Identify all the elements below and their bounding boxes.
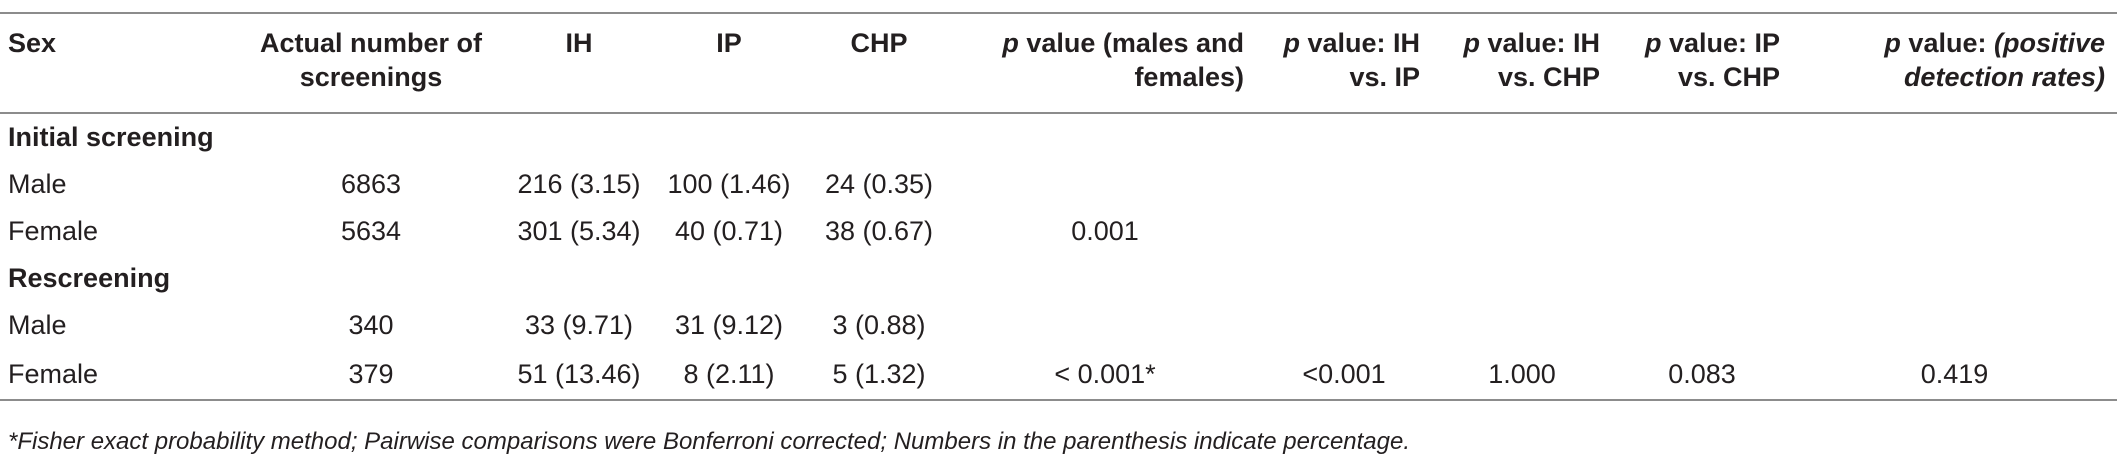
table-footnote: *Fisher exact probability method; Pairwi… [8,428,1411,455]
cell-ip: 40 (0.71) [674,216,784,246]
cell-p-ih-ip [1256,161,1432,208]
cell-p-ip-chp [1612,161,1792,208]
header-p-ih-vs-chp: p value: IH vs. CHP [1432,12,1612,114]
cell-ih: 51 (13.46) [504,349,654,401]
cell-ip: 31 (9.12) [674,310,784,340]
header-p-text: value: IP vs. CHP [1661,28,1780,92]
header-p-text: value: IH vs. IP [1299,28,1420,92]
table-row: Male 340 33 (9.71) 31 (9.12) 3 (0.88) [0,302,2117,349]
table-row: Female 379 51 (13.46) 8 (2.11) 5 (1.32) … [0,349,2117,401]
header-p-text: value: IH vs. CHP [1479,28,1600,92]
cell-p-mf [954,302,1256,349]
section-row-rescreening: Rescreening [0,255,2117,302]
cell-ih: 33 (9.71) [524,310,634,340]
cell-actual: 340 [348,310,394,340]
cell-p-ih-ip [1256,302,1432,349]
table-row: Male 6863 216 (3.15) 100 (1.46) 24 (0.35… [0,161,2117,208]
header-p-ih-vs-ip: p value: IH vs. IP [1256,12,1432,114]
cell-chp: 3 (0.88) [832,310,926,340]
cell-p-ih-chp [1432,208,1612,255]
header-actual-number: Actual number of screenings [238,12,504,114]
header-p-italic: p [1002,28,1019,58]
cell-p-ih-ip [1256,208,1432,255]
cell-p-pos [1792,208,2117,255]
cell-p-pos [1792,302,2117,349]
cell-p-ih-chp [1432,302,1612,349]
cell-p-ip-chp: 0.083 [1612,349,1792,401]
cell-sex: Female [8,216,99,246]
cell-p-ip-chp [1612,208,1792,255]
cell-p-pos [1792,161,2117,208]
cell-sex: Female [0,349,238,401]
cell-chp: 5 (1.32) [804,349,954,401]
cell-sex: Male [8,310,67,340]
header-p-italic: p [1884,28,1901,58]
cell-p-mf [954,161,1256,208]
table-header-row: Sex Actual number of screenings IH IP CH… [0,12,2117,114]
header-p-italic-suffix: (positive detection rates) [1903,28,2105,92]
cell-p-mf: < 0.001* [954,349,1256,401]
cell-p-ih-ip: <0.001 [1256,349,1432,401]
cell-ip: 100 (1.46) [667,169,791,199]
table-row: Female 5634 301 (5.34) 40 (0.71) 38 (0.6… [0,208,2117,255]
cell-sex: Male [8,169,67,199]
cell-ih: 301 (5.34) [517,216,641,246]
header-sex: Sex [0,12,238,114]
header-ih: IH [504,12,654,114]
cell-ih: 216 (3.15) [517,169,641,199]
header-p-italic: p [1644,28,1662,58]
header-p-text: value (males and females) [1018,28,1244,92]
cell-p-ih-chp: 1.000 [1432,349,1612,401]
header-p-italic: p [1463,28,1480,58]
header-p-italic: p [1283,28,1300,58]
cell-ip: 8 (2.11) [654,349,804,401]
header-ip: IP [654,12,804,114]
section-title: Rescreening [8,263,171,293]
cell-p-ih-chp [1432,161,1612,208]
cell-actual: 379 [238,349,504,401]
section-title: Initial screening [8,122,214,152]
cell-chp: 38 (0.67) [824,216,934,246]
header-p-text: value: [1900,28,1994,58]
header-p-ip-vs-chp: p value: IP vs. CHP [1612,12,1792,114]
header-p-males-females: p value (males and females) [954,12,1256,114]
cell-p-pos: 0.419 [1792,349,2117,401]
header-chp: CHP [804,12,954,114]
cell-p-ip-chp [1612,302,1792,349]
cell-actual: 6863 [340,169,402,199]
section-row-initial: Initial screening [0,113,2117,161]
cell-actual: 5634 [340,216,402,246]
cell-p-mf: 0.001 [1071,216,1139,246]
header-p-positive-detection: p value: (positive detection rates) [1792,12,2117,114]
cell-chp: 24 (0.35) [824,169,934,199]
screening-results-table: Sex Actual number of screenings IH IP CH… [0,12,2117,401]
